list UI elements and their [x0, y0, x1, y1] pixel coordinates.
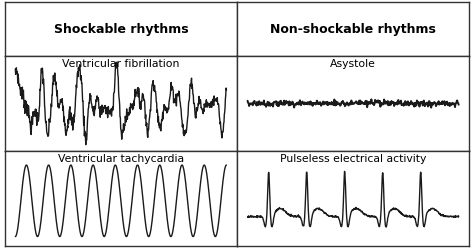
Text: Ventricular tachycardia: Ventricular tachycardia	[58, 154, 184, 164]
Text: Shockable rhythms: Shockable rhythms	[54, 23, 188, 36]
Text: Asystole: Asystole	[330, 59, 376, 69]
Text: Non-shockable rhythms: Non-shockable rhythms	[270, 23, 436, 36]
Text: Ventricular fibrillation: Ventricular fibrillation	[62, 59, 180, 69]
Text: Pulseless electrical activity: Pulseless electrical activity	[280, 154, 426, 164]
